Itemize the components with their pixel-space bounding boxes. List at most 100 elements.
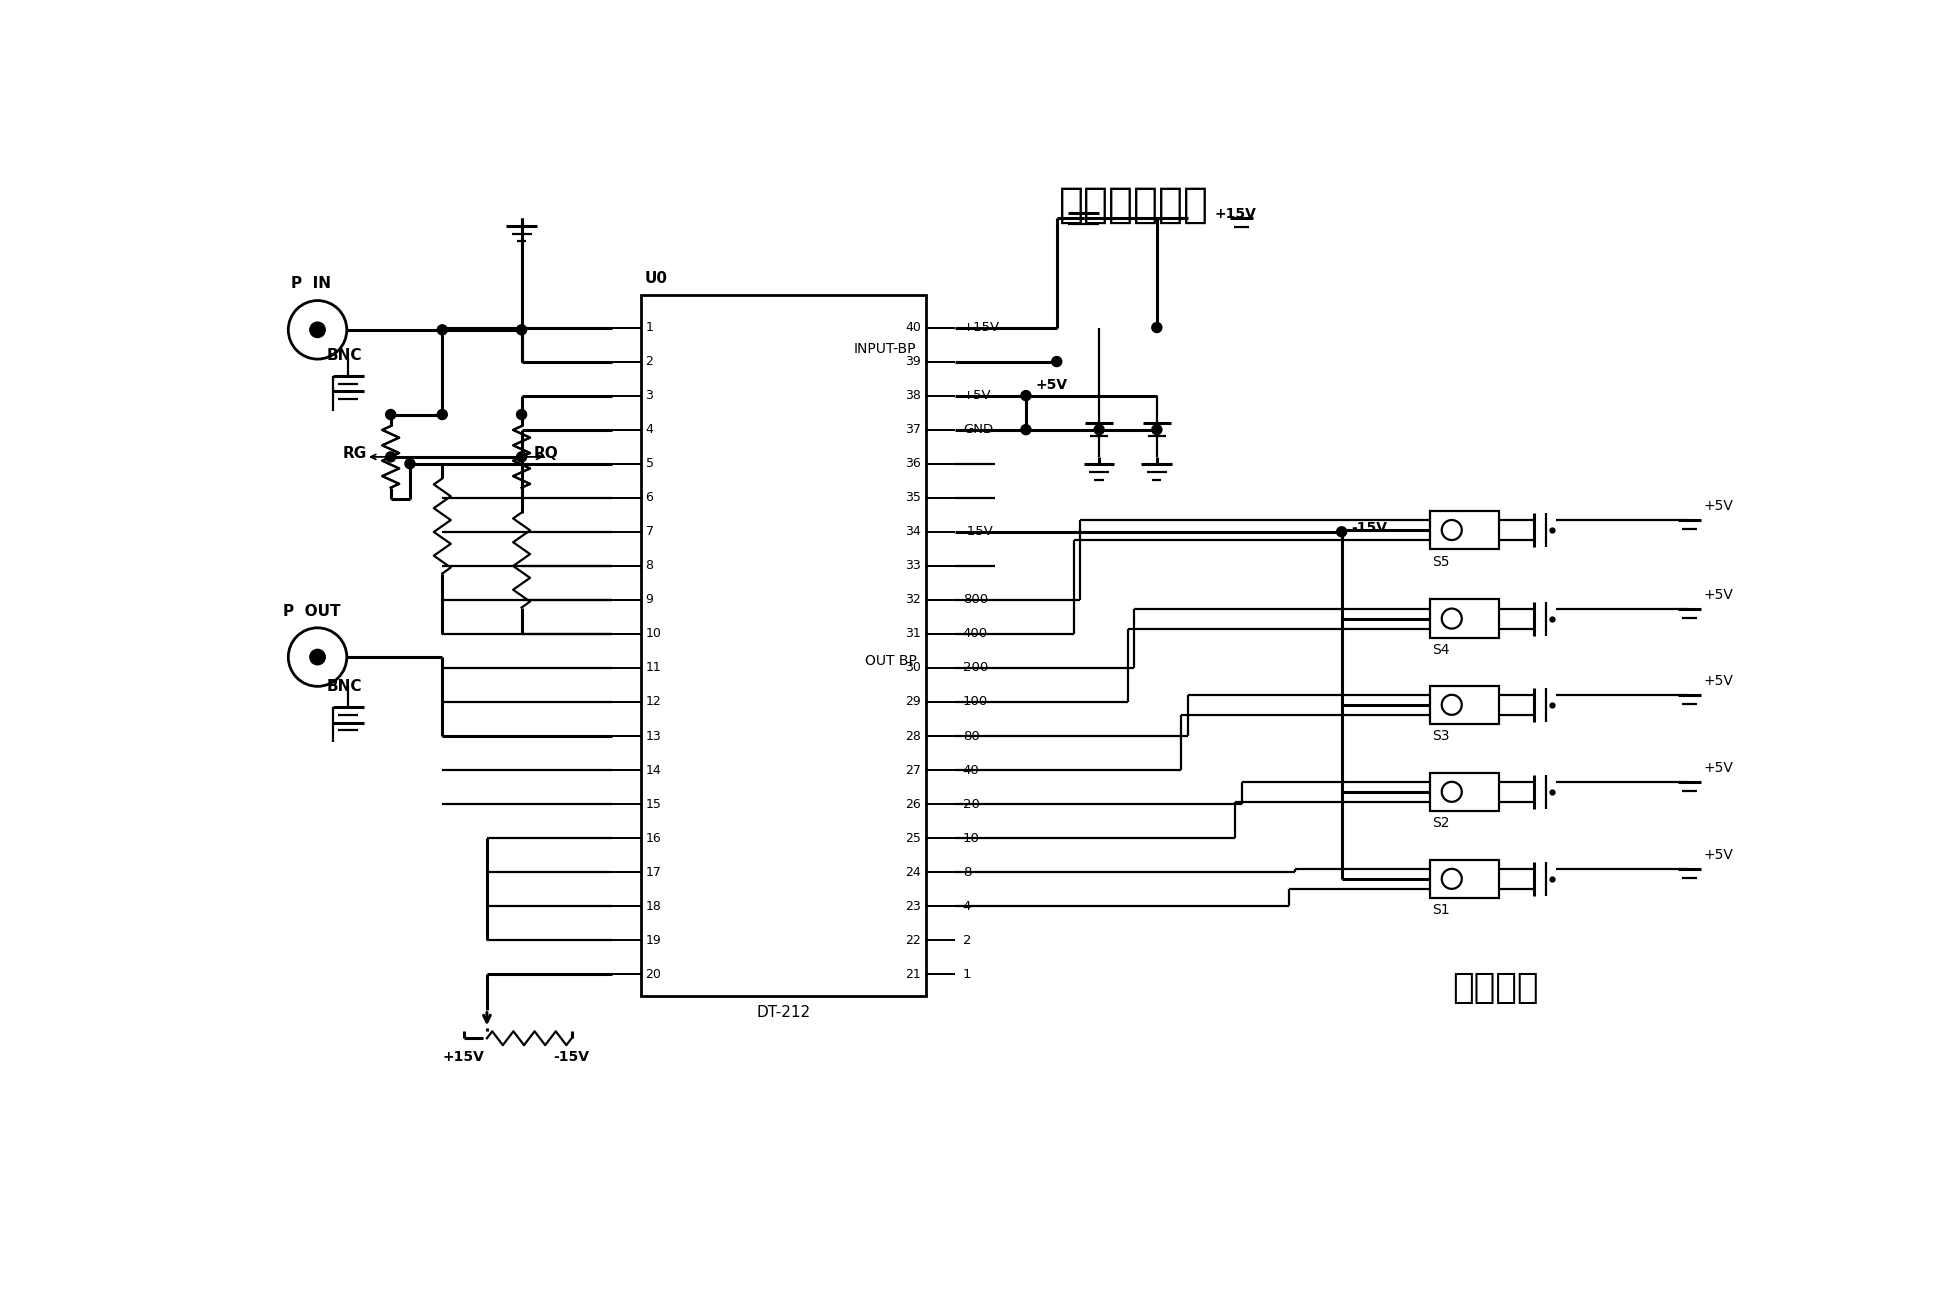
Text: S5: S5 bbox=[1431, 554, 1449, 568]
Text: P  OUT: P OUT bbox=[282, 603, 341, 619]
Text: S2: S2 bbox=[1431, 817, 1449, 831]
FancyBboxPatch shape bbox=[1431, 773, 1499, 811]
Text: 23: 23 bbox=[905, 899, 921, 912]
Text: 2: 2 bbox=[964, 934, 972, 947]
Circle shape bbox=[516, 410, 526, 420]
Text: 11: 11 bbox=[646, 662, 662, 674]
Text: 4: 4 bbox=[964, 899, 972, 912]
Text: 35: 35 bbox=[905, 491, 921, 504]
Circle shape bbox=[310, 650, 325, 665]
Text: 34: 34 bbox=[905, 526, 921, 539]
Circle shape bbox=[1020, 390, 1032, 401]
Circle shape bbox=[1441, 782, 1462, 802]
Text: -15V: -15V bbox=[553, 1050, 590, 1063]
Circle shape bbox=[288, 628, 347, 686]
FancyBboxPatch shape bbox=[1431, 599, 1499, 638]
Circle shape bbox=[516, 324, 526, 335]
Text: +15V: +15V bbox=[1215, 207, 1256, 221]
Circle shape bbox=[1441, 868, 1462, 889]
Text: 25: 25 bbox=[905, 832, 921, 845]
Circle shape bbox=[1051, 357, 1061, 367]
Text: 400: 400 bbox=[964, 628, 987, 641]
FancyBboxPatch shape bbox=[1431, 859, 1499, 898]
Text: 控制端口: 控制端口 bbox=[1452, 972, 1538, 1005]
Text: 40: 40 bbox=[905, 320, 921, 335]
Text: +5V: +5V bbox=[1704, 848, 1733, 862]
Text: 6: 6 bbox=[646, 491, 654, 504]
Text: INPUT-BP: INPUT-BP bbox=[855, 342, 917, 357]
Text: 22: 22 bbox=[905, 934, 921, 947]
Text: 10: 10 bbox=[646, 628, 662, 641]
Text: 1: 1 bbox=[646, 320, 654, 335]
Text: 33: 33 bbox=[905, 559, 921, 572]
Text: 3: 3 bbox=[646, 389, 654, 402]
Text: 10: 10 bbox=[964, 832, 979, 845]
Text: 24: 24 bbox=[905, 866, 921, 879]
Text: U0: U0 bbox=[644, 271, 668, 286]
Text: 1: 1 bbox=[964, 968, 972, 981]
Text: GND: GND bbox=[964, 424, 993, 437]
Text: 37: 37 bbox=[905, 424, 921, 437]
Circle shape bbox=[1441, 609, 1462, 629]
Text: 8: 8 bbox=[646, 559, 654, 572]
Text: 800: 800 bbox=[964, 593, 987, 606]
Text: -15V: -15V bbox=[964, 526, 993, 539]
FancyBboxPatch shape bbox=[1431, 510, 1499, 549]
Text: -15V: -15V bbox=[1351, 521, 1386, 535]
Text: S1: S1 bbox=[1431, 903, 1449, 917]
Circle shape bbox=[438, 410, 448, 420]
Text: P  IN: P IN bbox=[290, 276, 331, 291]
Circle shape bbox=[405, 459, 415, 469]
Text: 15: 15 bbox=[646, 797, 662, 810]
Circle shape bbox=[1153, 425, 1162, 434]
Text: +5V: +5V bbox=[1704, 499, 1733, 513]
Text: 20: 20 bbox=[964, 797, 979, 810]
Circle shape bbox=[1153, 323, 1162, 332]
Text: 32: 32 bbox=[905, 593, 921, 606]
Circle shape bbox=[1338, 527, 1347, 536]
Text: 31: 31 bbox=[905, 628, 921, 641]
Circle shape bbox=[1441, 519, 1462, 540]
Text: 80: 80 bbox=[964, 730, 979, 743]
Text: +15V: +15V bbox=[442, 1050, 485, 1063]
Text: 39: 39 bbox=[905, 355, 921, 368]
Text: 12: 12 bbox=[646, 695, 662, 708]
Text: OUT BP: OUT BP bbox=[864, 654, 917, 668]
Circle shape bbox=[1020, 425, 1032, 434]
Text: 带通滤波电路: 带通滤波电路 bbox=[1059, 183, 1209, 226]
Text: RQ: RQ bbox=[533, 446, 559, 460]
Text: +5V: +5V bbox=[1704, 761, 1733, 775]
Text: 100: 100 bbox=[964, 695, 987, 708]
Text: 26: 26 bbox=[905, 797, 921, 810]
Circle shape bbox=[386, 410, 395, 420]
Text: S3: S3 bbox=[1431, 730, 1449, 743]
Circle shape bbox=[1441, 695, 1462, 714]
Text: 38: 38 bbox=[905, 389, 921, 402]
Text: 30: 30 bbox=[905, 662, 921, 674]
Text: 21: 21 bbox=[905, 968, 921, 981]
Text: DT-212: DT-212 bbox=[755, 1005, 810, 1021]
Circle shape bbox=[438, 324, 448, 335]
Text: +5V: +5V bbox=[1704, 588, 1733, 602]
Text: 20: 20 bbox=[646, 968, 662, 981]
Text: 36: 36 bbox=[905, 457, 921, 470]
Text: 14: 14 bbox=[646, 764, 662, 776]
Text: 2: 2 bbox=[646, 355, 654, 368]
Text: 17: 17 bbox=[646, 866, 662, 879]
Text: 27: 27 bbox=[905, 764, 921, 776]
Text: 13: 13 bbox=[646, 730, 662, 743]
Text: +5V: +5V bbox=[964, 389, 991, 402]
Text: 200: 200 bbox=[964, 662, 987, 674]
Text: +15V: +15V bbox=[964, 320, 1001, 335]
Circle shape bbox=[386, 452, 395, 461]
Text: 18: 18 bbox=[646, 899, 662, 912]
Text: +5V: +5V bbox=[1036, 377, 1067, 391]
FancyBboxPatch shape bbox=[1431, 686, 1499, 724]
Text: BNC: BNC bbox=[327, 680, 362, 694]
FancyBboxPatch shape bbox=[641, 295, 927, 996]
Text: 4: 4 bbox=[646, 424, 654, 437]
Text: S4: S4 bbox=[1431, 643, 1449, 658]
Circle shape bbox=[1094, 425, 1104, 434]
Circle shape bbox=[310, 322, 325, 337]
Text: 16: 16 bbox=[646, 832, 662, 845]
